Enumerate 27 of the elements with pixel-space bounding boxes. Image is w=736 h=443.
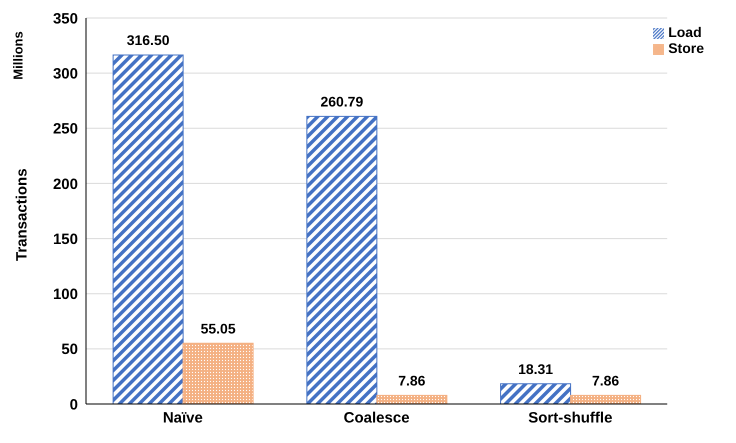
y-tick-label: 200 xyxy=(52,176,78,193)
text: 260.79 xyxy=(320,93,364,110)
y-tick-label: 100 xyxy=(52,286,78,304)
bar xyxy=(376,394,448,404)
bar xyxy=(500,383,572,404)
bar xyxy=(306,116,378,404)
text: 55.05 xyxy=(200,320,236,336)
y-axis-title: Transactions xyxy=(13,168,30,261)
text: 7.86 xyxy=(592,372,620,388)
legend-label: Load xyxy=(668,24,702,40)
bar xyxy=(112,54,184,404)
x-tick-label: Coalesce xyxy=(344,410,410,427)
text: Millions xyxy=(10,30,26,80)
legend-label: Store xyxy=(668,40,704,56)
x-tick-label: Naïve xyxy=(162,410,203,427)
y-tick-label: 250 xyxy=(52,120,78,138)
y-tick-label: 50 xyxy=(61,341,78,358)
bar xyxy=(570,394,642,404)
x-tick-label: Sort-shuffle xyxy=(528,410,612,427)
text: 18.31 xyxy=(518,360,554,377)
text: 7.86 xyxy=(398,372,426,388)
y-tick-label: 0 xyxy=(70,396,78,414)
text: 316.50 xyxy=(126,32,170,48)
y-tick-label: 150 xyxy=(52,230,78,248)
bar xyxy=(182,342,254,404)
y-tick-label: 350 xyxy=(52,10,78,28)
y-tick-label: 300 xyxy=(52,65,78,82)
